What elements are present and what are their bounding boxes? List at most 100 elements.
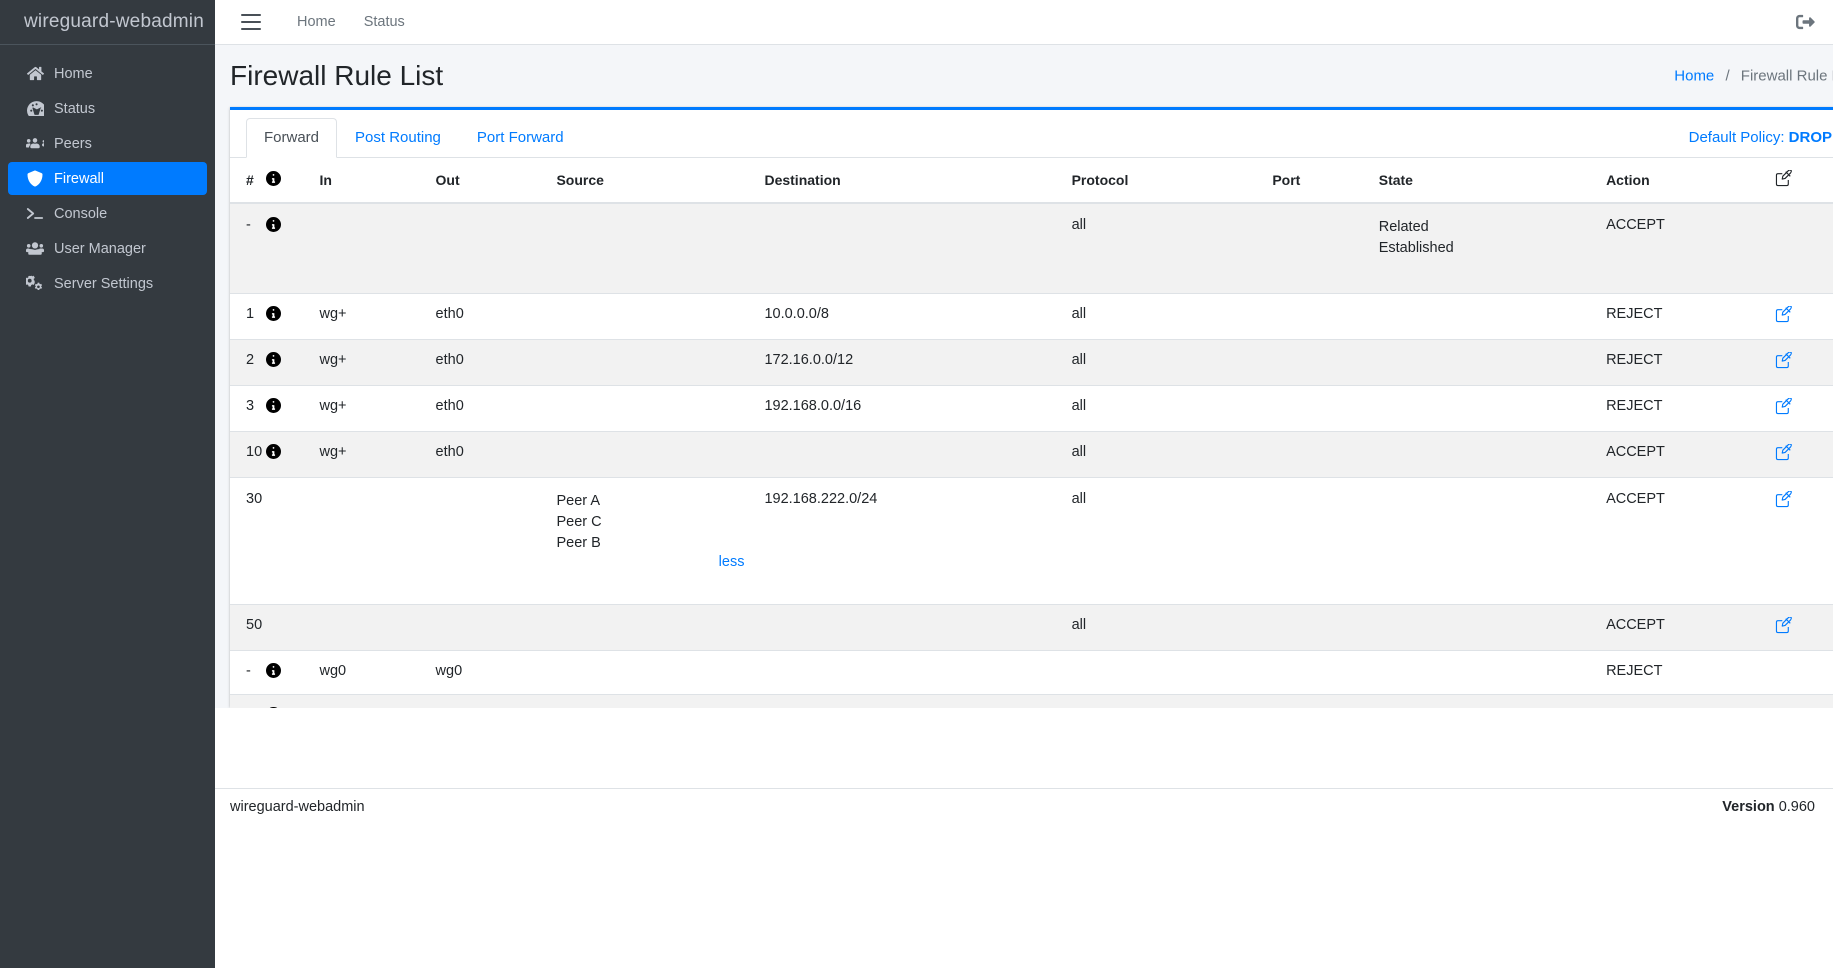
table-row[interactable]: 1 wg+ eth0 10.0.0.0/8 all REJECT: [230, 293, 1833, 340]
column-header-state: State: [1378, 158, 1607, 204]
source-item: Peer A: [556, 493, 600, 509]
info-icon[interactable]: [266, 217, 282, 232]
sidebar-item-console[interactable]: Console: [8, 197, 207, 230]
sidebar-item-status[interactable]: Status: [8, 92, 207, 125]
cell-in: wg+: [319, 385, 436, 432]
table-row[interactable]: - wg0 wg0 REJECT: [230, 650, 1833, 695]
topnav-link-status[interactable]: Status: [363, 14, 405, 30]
column-header-protocol: Protocol: [1071, 158, 1273, 204]
less-link[interactable]: less: [718, 554, 745, 570]
table-row[interactable]: - all Related Established ACCEPT: [230, 202, 1833, 294]
content-spacer: [215, 708, 1833, 788]
cell-edit[interactable]: [1775, 477, 1833, 605]
sidebar-item-server-settings[interactable]: Server Settings: [8, 267, 207, 300]
cell-source: [556, 339, 765, 386]
sidebar-item-user-manager[interactable]: User Manager: [8, 232, 207, 265]
tab-post-routing[interactable]: Post Routing: [355, 129, 441, 146]
edit-rule-icon[interactable]: [1775, 490, 1793, 508]
cell-info[interactable]: [266, 650, 320, 695]
column-header-action: Action: [1606, 158, 1776, 204]
edit-rule-icon[interactable]: [1775, 305, 1793, 323]
column-header-info: [266, 158, 320, 204]
cell-out: wg0: [435, 650, 557, 695]
cell-destination: [764, 650, 1072, 695]
edit-icon[interactable]: [1775, 169, 1793, 187]
topnav-link-home[interactable]: Home: [297, 14, 336, 30]
source-item: Peer B: [556, 535, 601, 551]
content-header: Firewall Rule List Home / Firewall Rule …: [215, 45, 1833, 107]
cell-info: [266, 477, 320, 605]
terminal-icon: [22, 205, 48, 222]
cell-info: [266, 604, 320, 651]
info-icon[interactable]: [266, 306, 282, 321]
default-policy-link[interactable]: Default Policy: DROP: [1689, 129, 1832, 146]
cell-info[interactable]: [266, 431, 320, 478]
sidebar-item-label: Server Settings: [54, 275, 154, 292]
cell-port: [1272, 202, 1379, 294]
sidebar-item-label: Status: [54, 100, 96, 117]
cell-edit[interactable]: [1775, 431, 1833, 478]
edit-rule-icon[interactable]: [1775, 443, 1793, 461]
cell-edit[interactable]: [1775, 604, 1833, 651]
breadcrumb-home[interactable]: Home: [1674, 67, 1715, 85]
cell-protocol: all: [1071, 477, 1273, 605]
table-row[interactable]: 3 wg+ eth0 192.168.0.0/16 all REJECT: [230, 385, 1833, 432]
brand-title[interactable]: wireguard-webadmin: [0, 0, 215, 45]
cell-source: [556, 431, 765, 478]
cell-edit[interactable]: [1775, 293, 1833, 340]
info-icon[interactable]: [266, 444, 282, 459]
edit-rule-icon[interactable]: [1775, 397, 1793, 415]
cell-source: [556, 293, 765, 340]
column-header-source: Source: [556, 158, 765, 204]
cell-info[interactable]: [266, 385, 320, 432]
table-row[interactable]: 50 all ACCEPT: [230, 604, 1833, 651]
table-row[interactable]: 30 Peer A Peer C Peer B less 192.168.222.0/24…: [230, 477, 1833, 605]
info-icon[interactable]: [266, 663, 282, 678]
tab-port-forward[interactable]: Port Forward: [476, 129, 564, 146]
info-icon[interactable]: [266, 171, 282, 186]
footer: wireguard-webadmin Version 0.960: [215, 788, 1833, 968]
main-content: Forward Post Routing Port Forward Defaul…: [215, 107, 1833, 794]
table-row[interactable]: 2 wg+ eth0 172.16.0.0/12 all REJECT: [230, 339, 1833, 386]
gauge-icon: [22, 100, 48, 117]
edit-rule-icon[interactable]: [1775, 616, 1793, 634]
table-header-row: # In Out Source Destination Protocol Por…: [230, 158, 1833, 204]
cell-source: [556, 650, 765, 695]
top-navbar: Home Status: [215, 0, 1833, 45]
info-icon[interactable]: [266, 398, 282, 413]
cell-info[interactable]: [266, 339, 320, 386]
cell-in: wg+: [319, 293, 436, 340]
sidebar-item-firewall[interactable]: Firewall: [8, 162, 207, 195]
sidebar-item-label: Peers: [54, 135, 92, 152]
cell-port: [1272, 431, 1379, 478]
table-row[interactable]: 10 wg+ eth0 all ACCEPT: [230, 431, 1833, 478]
cell-num: 1: [230, 293, 267, 340]
cell-in: wg+: [319, 431, 436, 478]
cell-edit[interactable]: [1775, 385, 1833, 432]
cell-protocol: all: [1071, 202, 1273, 294]
logout-icon[interactable]: [1796, 13, 1815, 32]
source-item: Peer C: [556, 514, 602, 530]
cell-port: [1272, 650, 1379, 695]
cell-state: [1378, 604, 1607, 651]
footer-version-label: Version: [1722, 798, 1775, 815]
hamburger-menu-icon[interactable]: [241, 14, 261, 30]
sidebar-item-home[interactable]: Home: [8, 57, 207, 90]
info-icon[interactable]: [266, 352, 282, 367]
cell-num: 30: [230, 477, 267, 605]
cell-in: [319, 604, 436, 651]
breadcrumb-separator: /: [1725, 67, 1730, 85]
cell-state: [1378, 477, 1607, 605]
cell-port: [1272, 293, 1379, 340]
cell-info[interactable]: [266, 293, 320, 340]
cell-edit[interactable]: [1775, 339, 1833, 386]
tab-forward[interactable]: Forward: [246, 118, 338, 158]
edit-rule-icon[interactable]: [1775, 351, 1793, 369]
cell-port: [1272, 477, 1379, 605]
cell-in: wg0: [319, 650, 436, 695]
sidebar-item-peers[interactable]: Peers: [8, 127, 207, 160]
cell-port: [1272, 385, 1379, 432]
home-icon: [22, 65, 48, 82]
cell-info[interactable]: [266, 202, 320, 294]
